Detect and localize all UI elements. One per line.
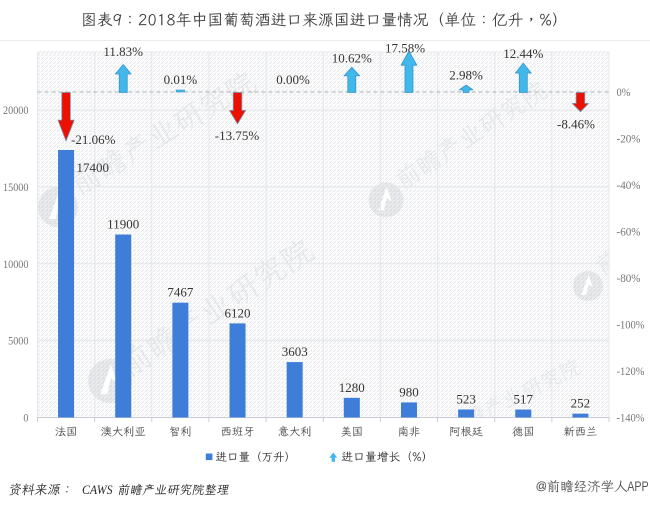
svg-text:APP: APP [627,479,649,494]
svg-text:6120: 6120 [225,305,251,320]
svg-text:1280: 1280 [339,380,365,395]
svg-text:-120%: -120% [617,364,645,378]
svg-text:12.44%: 12.44% [503,46,543,61]
svg-text:-80%: -80% [617,271,641,285]
svg-text:-60%: -60% [617,225,641,239]
svg-text:980: 980 [399,384,419,399]
svg-text:-8.46%: -8.46% [557,117,595,132]
svg-text:2.98%: 2.98% [449,68,483,83]
svg-text:20000: 20000 [3,103,29,117]
svg-text:-40%: -40% [617,178,641,192]
svg-text:0: 0 [23,411,28,425]
svg-text:17400: 17400 [77,160,110,175]
svg-text:-13.75%: -13.75% [215,128,260,143]
svg-text:10.62%: 10.62% [332,51,372,66]
svg-text:517: 517 [514,392,534,407]
svg-text:-140%: -140% [617,411,645,425]
svg-text:17.58%: 17.58% [385,41,425,56]
svg-text:10000: 10000 [3,257,29,271]
svg-text:0%: 0% [617,85,631,99]
svg-text:523: 523 [456,392,476,407]
svg-text:252: 252 [571,396,591,411]
svg-text:0.00%: 0.00% [276,72,310,87]
svg-text:7467: 7467 [167,285,194,300]
svg-text:-100%: -100% [617,318,645,332]
svg-text:5000: 5000 [8,334,28,348]
svg-text:-21.06%: -21.06% [71,132,116,147]
svg-text:0.01%: 0.01% [164,72,198,87]
svg-text:11.83%: 11.83% [103,44,143,59]
svg-text:CAWS: CAWS [82,482,113,497]
svg-text:3603: 3603 [282,344,308,359]
svg-text:15000: 15000 [3,180,29,194]
svg-text:11900: 11900 [107,217,139,232]
svg-text:-20%: -20% [617,132,641,146]
